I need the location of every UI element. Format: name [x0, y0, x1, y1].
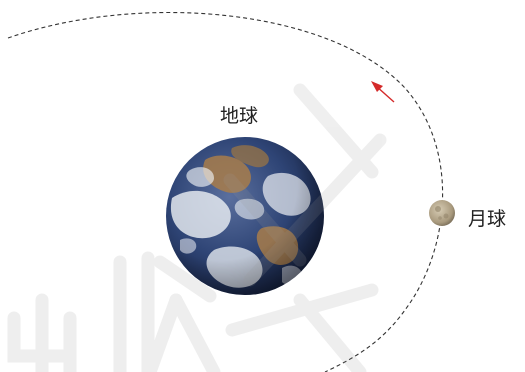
moon-label: 月球	[468, 208, 506, 230]
publisher-watermark	[7, 83, 387, 372]
orbit-direction-arrow	[371, 81, 395, 103]
moon-globe	[429, 200, 455, 226]
moon-orbit-path	[7, 11, 444, 372]
earth-label: 地球	[220, 105, 258, 127]
earth-globe	[166, 137, 324, 295]
